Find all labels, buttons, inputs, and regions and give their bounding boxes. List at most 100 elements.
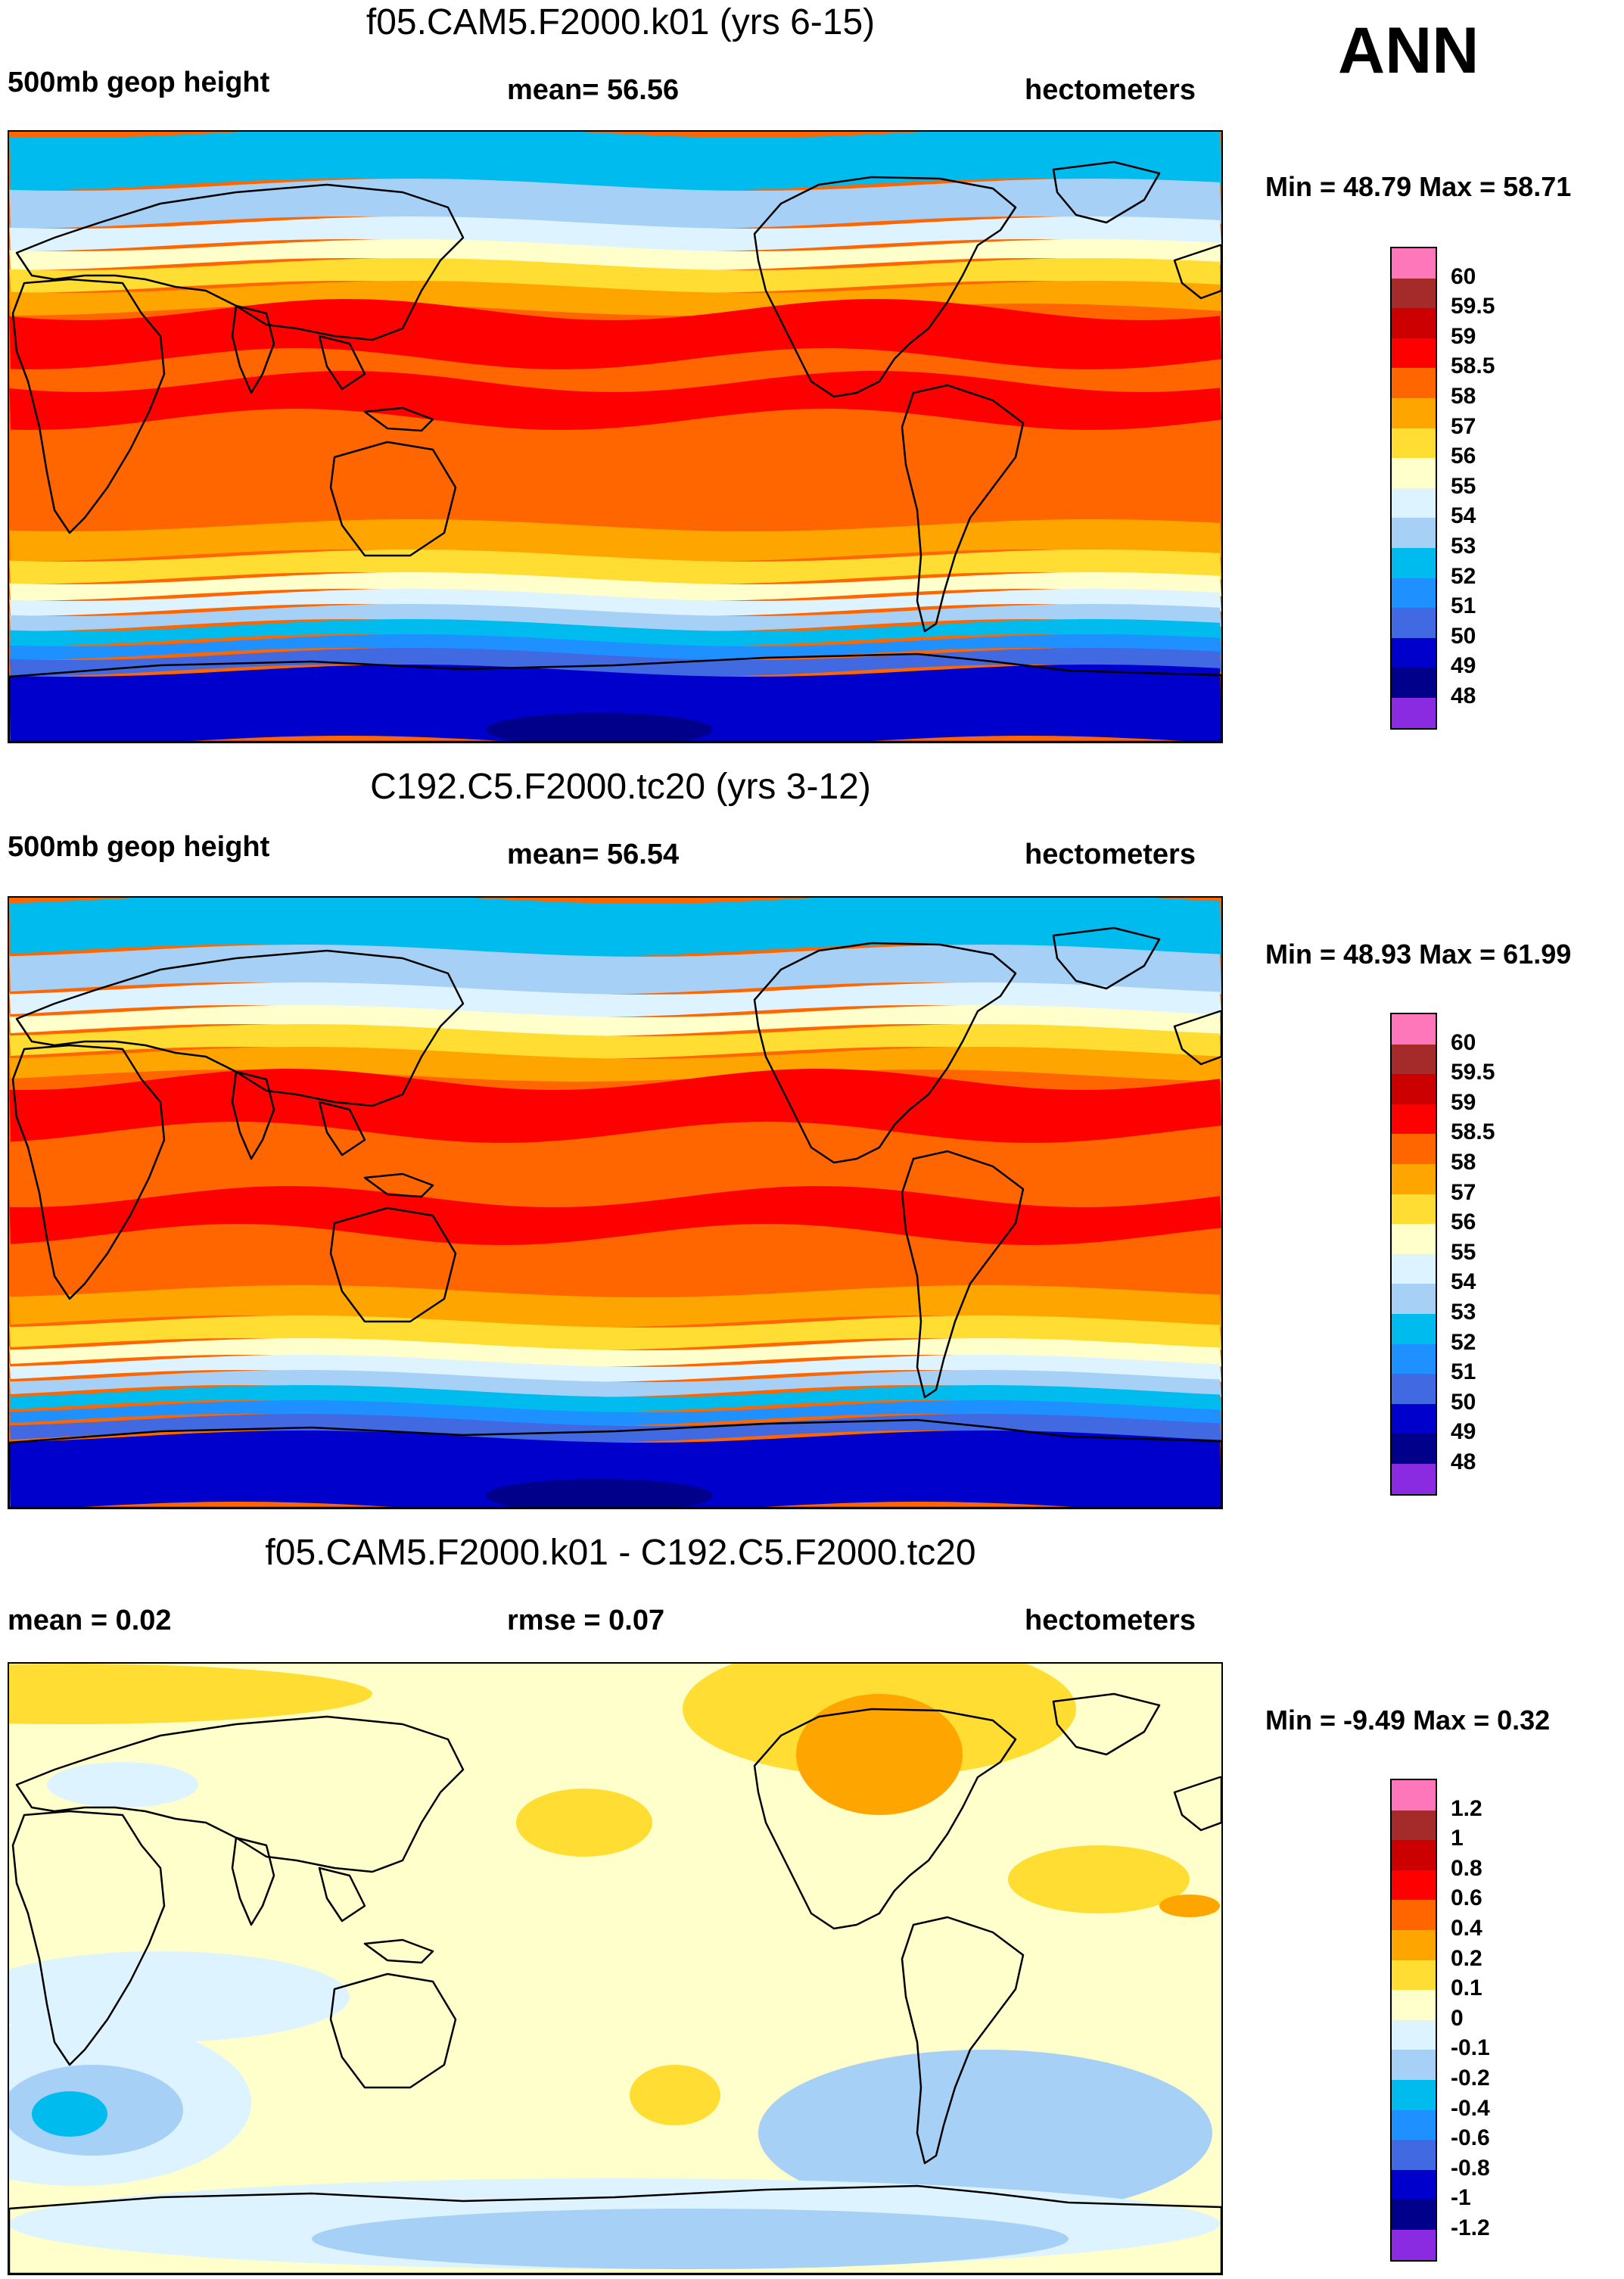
coastline xyxy=(329,1206,457,1323)
colorbar-label: 55 xyxy=(1451,1239,1476,1265)
contour-band xyxy=(9,604,1221,631)
colorbar-swatch xyxy=(1392,1014,1436,1045)
colorbar-label: -0.2 xyxy=(1451,2066,1490,2091)
coastline xyxy=(329,441,457,557)
coastline xyxy=(15,1715,465,1873)
colorbar-swatch xyxy=(1392,1900,1436,1931)
colorbar-swatch xyxy=(1392,1464,1436,1495)
contour-band xyxy=(9,1069,1221,1143)
colorbar-label: -1 xyxy=(1451,2185,1471,2211)
colorbar-label: 0.8 xyxy=(1451,1855,1482,1881)
colorbar-swatch xyxy=(1392,1374,1436,1405)
colorbar-swatch xyxy=(1392,1253,1436,1284)
coastline xyxy=(363,1172,434,1198)
coastline xyxy=(11,278,166,534)
colorbar-label: 59 xyxy=(1451,323,1476,349)
colorbar-swatch xyxy=(1392,428,1436,459)
panel3-mean-label: mean = 0.02 xyxy=(8,1605,172,1636)
contour-band xyxy=(9,1024,1221,1059)
contour-region xyxy=(32,2091,107,2137)
colorbar-swatch xyxy=(1392,278,1436,309)
colorbar-label: 60 xyxy=(1451,1029,1476,1055)
colorbar-label: 52 xyxy=(1451,1329,1476,1355)
panel1-minmax: Min = 48.79 Max = 58.71 xyxy=(1265,171,1572,202)
panel2-mean-label: mean= 56.54 xyxy=(507,839,680,870)
colorbar-swatch xyxy=(1392,2109,1436,2140)
coastline xyxy=(363,406,434,432)
colorbar-swatch xyxy=(1392,2050,1436,2081)
coastline-antarctica xyxy=(9,1418,1221,1508)
colorbar-swatch xyxy=(1392,1104,1436,1135)
coastline xyxy=(318,1101,366,1157)
colorbar-label: 55 xyxy=(1451,473,1476,499)
colorbar-swatch xyxy=(1392,2080,1436,2111)
contour-band xyxy=(9,648,1221,677)
coastline xyxy=(1173,1010,1221,1066)
panel1-mean-label: mean= 56.56 xyxy=(507,74,680,106)
colorbar-label: 58.5 xyxy=(1451,1119,1495,1145)
contour-band xyxy=(486,713,713,742)
panel2-title: C192.C5.F2000.tc20 (yrs 3-12) xyxy=(370,767,871,807)
coastline xyxy=(318,1866,366,1923)
colorbar-label: -0.1 xyxy=(1451,2035,1490,2061)
contour-region xyxy=(796,1694,963,1815)
coastline xyxy=(753,942,1017,1164)
colorbar-label: 0 xyxy=(1451,2005,1464,2031)
colorbar-swatch xyxy=(1392,487,1436,518)
panel1-map xyxy=(8,130,1223,743)
coastline xyxy=(363,1938,434,1964)
colorbar-swatch xyxy=(1392,2230,1436,2261)
colorbar-label: 58 xyxy=(1451,1150,1476,1175)
contour-band xyxy=(9,1370,1221,1397)
colorbar-label: 52 xyxy=(1451,563,1476,589)
colorbar-swatch xyxy=(1392,637,1436,668)
colorbar-label: 0.1 xyxy=(1451,1975,1482,2001)
colorbar-label: -1.2 xyxy=(1451,2215,1490,2240)
colorbar-swatch xyxy=(1392,1960,1436,1991)
colorbar-swatch xyxy=(1392,248,1436,279)
colorbar-swatch xyxy=(1392,1840,1436,1871)
contour-region xyxy=(1159,1894,1220,1917)
coastline xyxy=(901,1916,1025,2165)
panel2-minmax: Min = 48.93 Max = 61.99 xyxy=(1265,939,1572,970)
coastline xyxy=(231,1836,275,1926)
panel2-units-label: hectometers xyxy=(1025,839,1196,870)
coastline xyxy=(1173,1776,1221,1832)
colorbar-label: 60 xyxy=(1451,263,1476,289)
colorbar-swatch xyxy=(1392,1780,1436,1811)
coastline xyxy=(901,1150,1025,1399)
colorbar-label: 59.5 xyxy=(1451,1060,1495,1085)
contour-region xyxy=(1008,1845,1190,1913)
colorbar-label: 59 xyxy=(1451,1089,1476,1115)
colorbar-swatch xyxy=(1392,1224,1436,1255)
contour-band xyxy=(9,371,1221,430)
panel3-units-label: hectometers xyxy=(1025,1605,1196,1636)
contour-band xyxy=(9,132,1221,191)
colorbar-label: 50 xyxy=(1451,623,1476,649)
colorbar-swatch xyxy=(1392,1403,1436,1434)
contour-region xyxy=(516,1789,652,1857)
colorbar-label: 48 xyxy=(1451,683,1476,708)
coastline xyxy=(1052,926,1161,990)
contour-band xyxy=(486,1479,713,1508)
colorbar-swatch xyxy=(1392,1044,1436,1075)
colorbar-swatch xyxy=(1392,2140,1436,2171)
contour-band xyxy=(9,1431,1221,1508)
contour-region xyxy=(630,2065,720,2125)
coastline xyxy=(15,949,465,1107)
colorbar-swatch xyxy=(1392,668,1436,699)
colorbar-swatch xyxy=(1392,1284,1436,1315)
coastline xyxy=(231,1070,275,1160)
colorbar-label: 1 xyxy=(1451,1826,1464,1851)
colorbar-swatch xyxy=(1392,698,1436,729)
coastline-antarctica xyxy=(9,652,1221,742)
colorbar-label: -0.6 xyxy=(1451,2125,1490,2151)
colorbar-label: 54 xyxy=(1451,503,1476,529)
colorbar-swatch xyxy=(1392,1990,1436,2021)
colorbar-label: 53 xyxy=(1451,534,1476,559)
contour-band xyxy=(9,550,1221,584)
colorbar-swatch xyxy=(1392,338,1436,369)
contour-band xyxy=(9,1414,1221,1443)
colorbar-label: 54 xyxy=(1451,1269,1476,1295)
coastline xyxy=(1173,244,1221,300)
